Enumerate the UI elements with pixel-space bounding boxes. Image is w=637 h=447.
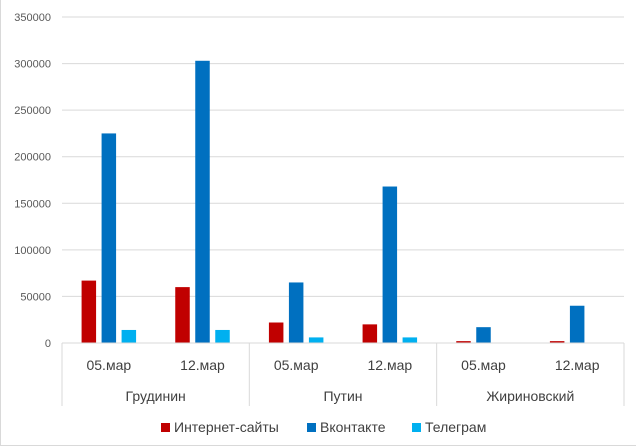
bar bbox=[215, 329, 230, 343]
x-tick-label: 05.мар bbox=[86, 357, 131, 373]
y-tick-label: 250000 bbox=[14, 105, 51, 117]
bar bbox=[362, 324, 378, 343]
bar bbox=[175, 287, 190, 343]
y-tick-label: 150000 bbox=[14, 198, 51, 210]
y-tick-label: 300000 bbox=[14, 59, 51, 71]
bar bbox=[268, 322, 284, 343]
legend-swatch bbox=[307, 423, 316, 432]
bar bbox=[402, 337, 418, 343]
y-axis-ticks: 0 50000 100000 150000 200000 250000 300000 3500… bbox=[14, 12, 51, 350]
y-tick-label: 200000 bbox=[14, 152, 51, 164]
y-tick-label: 350000 bbox=[14, 12, 51, 24]
bar bbox=[121, 329, 137, 343]
legend-swatch bbox=[412, 423, 421, 432]
bar bbox=[195, 60, 210, 344]
bar bbox=[569, 305, 585, 343]
y-tick-label: 100000 bbox=[14, 245, 51, 257]
legend: Интернет-сайты Вконтакте Телеграм bbox=[161, 419, 486, 435]
bar bbox=[81, 280, 97, 343]
x-axis: 05.мар 12.мар 05.мар 12.мар 05.мар 12.мар Груд… bbox=[61, 342, 625, 406]
legend-swatch bbox=[161, 423, 170, 432]
bar bbox=[549, 341, 565, 343]
bars bbox=[81, 60, 585, 344]
y-tick-label: 50000 bbox=[20, 291, 51, 303]
bar bbox=[288, 282, 304, 343]
bar bbox=[476, 327, 491, 343]
bar bbox=[456, 341, 471, 343]
x-tick-label: 12.мар bbox=[180, 357, 225, 373]
x-tick-label: 12.мар bbox=[555, 357, 600, 373]
gridlines bbox=[62, 16, 624, 344]
legend-label: Телеграм bbox=[425, 419, 486, 435]
group-label: Жириновский bbox=[486, 388, 574, 404]
group-label: Путин bbox=[323, 388, 362, 404]
bar bbox=[308, 337, 324, 343]
legend-label: Вконтакте bbox=[320, 419, 386, 435]
group-label: Грудинин bbox=[126, 388, 186, 404]
y-tick-label: 0 bbox=[45, 338, 51, 350]
x-tick-label: 05.мар bbox=[274, 357, 319, 373]
x-tick-label: 05.мар bbox=[461, 357, 506, 373]
x-tick-label: 12.мар bbox=[367, 357, 412, 373]
bar bbox=[382, 186, 398, 343]
bar bbox=[101, 133, 117, 343]
legend-label: Интернет-сайты bbox=[174, 419, 279, 435]
